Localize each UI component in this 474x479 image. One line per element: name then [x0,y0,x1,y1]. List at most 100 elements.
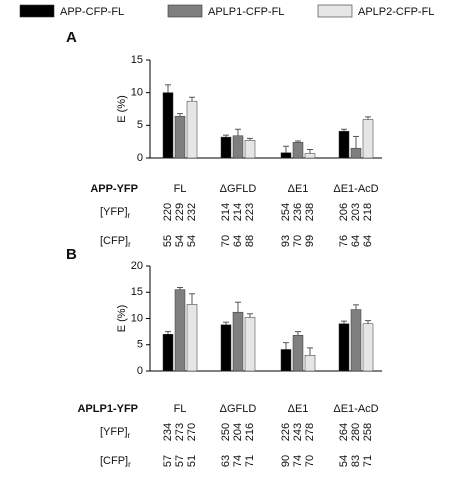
table-value: 57 [162,455,174,467]
y-tick-label: 5 [137,339,143,351]
row-label-subscript: r [128,431,131,440]
table-value: 218 [362,203,374,221]
bar [162,92,174,159]
table-value: 236 [292,203,304,221]
table-value: 220 [162,203,174,221]
y-tick-label: 0 [137,152,143,164]
bar [304,153,316,159]
category-label: FL [174,403,187,415]
table-value: 70 [304,455,316,467]
table-value: 258 [362,423,374,441]
row-label-text: [YFP] [100,426,128,438]
table-value: 238 [304,203,316,221]
bar [244,140,256,159]
table-value: 64 [350,235,362,247]
row-label-subscript: r [128,460,131,469]
table-value: 70 [220,235,232,247]
row-label-subscript: r [128,240,131,249]
bar [186,304,198,372]
bar [292,335,304,372]
y-tick-label: 15 [131,286,143,298]
bar [350,147,362,159]
table-value: 229 [174,203,186,221]
y-tick-label: 0 [137,365,143,377]
category-label: ΔE1-AcD [333,183,378,195]
bar [232,135,244,159]
table-value: 71 [244,455,256,467]
table-value: 273 [174,423,186,441]
category-label: FL [174,183,187,195]
row-label: [YFP]r [100,206,131,220]
table-value: 243 [292,423,304,441]
table-value: 54 [338,455,350,467]
table-value: 54 [186,235,198,247]
table-value: 64 [362,235,374,247]
row-label: [YFP]r [100,426,131,440]
row-label-text: [CFP] [100,235,128,247]
table-value: 203 [350,203,362,221]
table-value: 74 [232,455,244,467]
table-value: 76 [338,235,350,247]
bar [338,323,350,372]
bar [338,130,350,159]
table-value: 214 [220,203,232,221]
table-value: 51 [186,455,198,467]
table-value: 250 [220,423,232,441]
row-label-text: [YFP] [100,206,128,218]
table-value: 278 [304,423,316,441]
table-value: 57 [174,455,186,467]
legend-swatch [317,4,353,18]
category-label: ΔGFLD [220,183,257,195]
table-value: 83 [350,455,362,467]
table-value: 226 [280,423,292,441]
legend-label: APP-CFP-FL [60,6,124,18]
table-value: 206 [338,203,350,221]
category-label: ΔGFLD [220,403,257,415]
table-value: 204 [232,423,244,441]
table-value: 74 [292,455,304,467]
category-label: ΔE1-AcD [333,403,378,415]
legend-swatch [167,4,203,18]
category-label: ΔE1 [288,403,309,415]
table-value: 93 [280,235,292,247]
bar [220,324,232,372]
y-tick-label: 10 [131,312,143,324]
bar [362,119,374,159]
construct-label: APLP1-YFP [77,403,138,415]
table-value: 63 [220,455,232,467]
legend-swatch [19,4,55,18]
bar [292,142,304,159]
table-value: 88 [244,235,256,247]
table-value: 64 [232,235,244,247]
bar [280,152,292,159]
bar [244,317,256,372]
construct-label: APP-YFP [90,183,138,195]
table-value: 90 [280,455,292,467]
panel-label: B [66,246,77,263]
table-value: 270 [186,423,198,441]
table-value: 70 [292,235,304,247]
table-value: 71 [362,455,374,467]
table-value: 216 [244,423,256,441]
panel-label: A [66,29,77,46]
table-value: 232 [186,203,198,221]
y-axis-label: E (%) [116,305,128,333]
table-value: 254 [280,203,292,221]
table-value: 264 [338,423,350,441]
bar [280,349,292,372]
table-value: 234 [162,423,174,441]
bar [220,136,232,159]
bar [186,100,198,159]
bar [350,309,362,372]
row-label-subscript: r [128,211,131,220]
y-tick-label: 5 [137,119,143,131]
table-value: 55 [162,235,174,247]
row-label: [CFP]r [100,235,131,249]
bar [362,323,374,372]
bar [304,355,316,372]
bar [174,115,186,159]
category-label: ΔE1 [288,183,309,195]
bar [232,311,244,372]
bar [162,334,174,372]
